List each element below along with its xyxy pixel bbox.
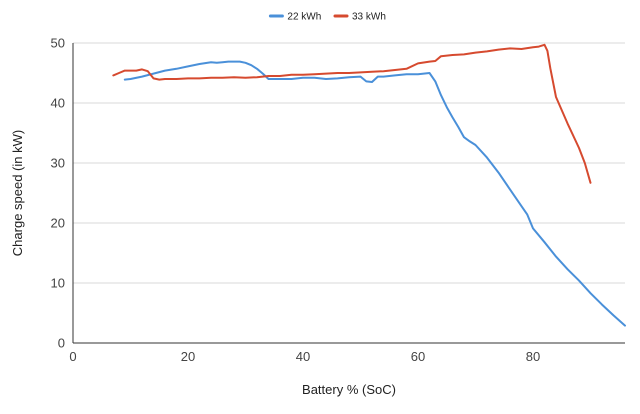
x-tick-label: 40	[296, 349, 310, 364]
series-line-2	[112, 43, 592, 184]
series-lines	[112, 43, 626, 327]
y-tick-label: 10	[51, 276, 65, 291]
legend-label-2: 33 kWh	[352, 12, 386, 23]
axes: 0 10 20 30 40 50 0 20 40 60 80	[51, 36, 625, 364]
x-tick-label: 20	[181, 349, 195, 364]
y-tick-label: 50	[51, 36, 65, 51]
series-line-1	[123, 60, 626, 327]
x-axis-title: Battery % (SoC)	[302, 382, 396, 397]
y-tick-label: 0	[58, 336, 65, 351]
y-axis-title: Charge speed (in kW)	[10, 130, 25, 256]
gridlines	[73, 42, 625, 284]
x-tick-label: 60	[411, 349, 425, 364]
y-tick-label: 30	[51, 156, 65, 171]
legend: 22 kWh 33 kWh	[268, 12, 386, 23]
x-tick-label: 80	[526, 349, 540, 364]
x-tick-label: 0	[69, 349, 76, 364]
y-tick-label: 40	[51, 96, 65, 111]
y-tick-label: 20	[51, 216, 65, 231]
legend-label-1: 22 kWh	[287, 12, 321, 23]
